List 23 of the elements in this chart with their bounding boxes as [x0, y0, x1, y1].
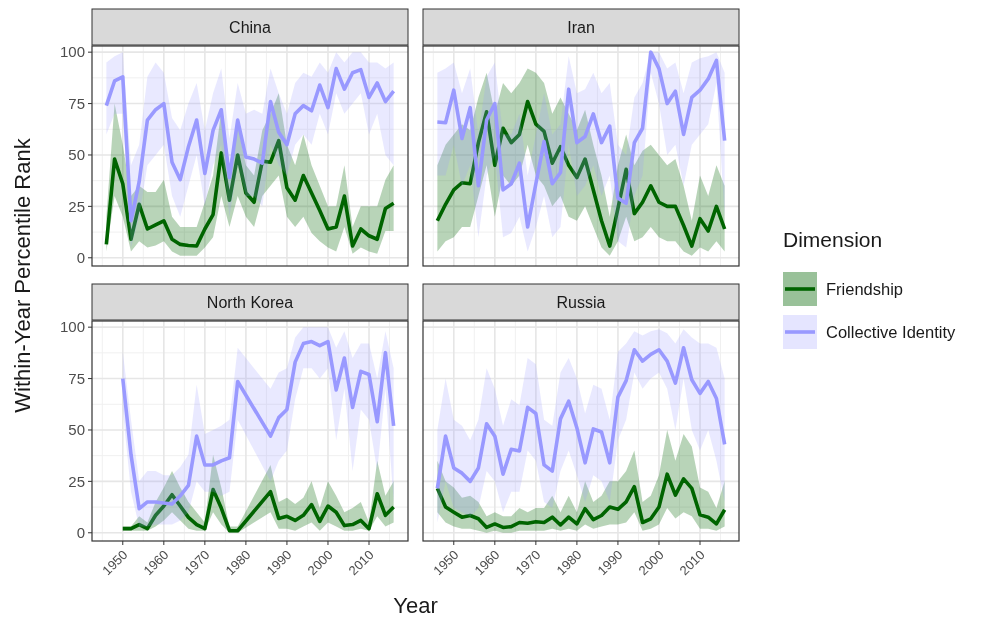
legend-label: Collective Identity [826, 322, 957, 341]
chart-title: Iran [567, 18, 595, 36]
chart-title: North Korea [206, 293, 294, 311]
y-axis-title: Within-Year Percentile Rank [10, 137, 35, 413]
y-tick-label: 75 [68, 369, 85, 387]
y-tick-label: 100 [59, 318, 85, 336]
line-series [104, 138, 396, 248]
legend-title: Dimension [783, 228, 883, 251]
y-tick-label: 25 [68, 472, 85, 490]
line-series [120, 339, 396, 511]
y-tick-label: 0 [76, 249, 85, 267]
line-series [104, 66, 396, 223]
line-series [120, 487, 396, 533]
x-axis-title: Year [393, 593, 438, 618]
chart-title: China [229, 18, 271, 36]
y-tick-label: 50 [68, 421, 85, 439]
chart-title: Russia [556, 293, 606, 311]
y-tick-label: 50 [68, 146, 85, 164]
y-tick-label: 0 [76, 524, 85, 542]
y-tick-label: 75 [68, 94, 85, 112]
y-tick-label: 25 [68, 197, 85, 215]
y-tick-label: 100 [59, 43, 85, 61]
legend-label: Friendship [826, 279, 904, 298]
